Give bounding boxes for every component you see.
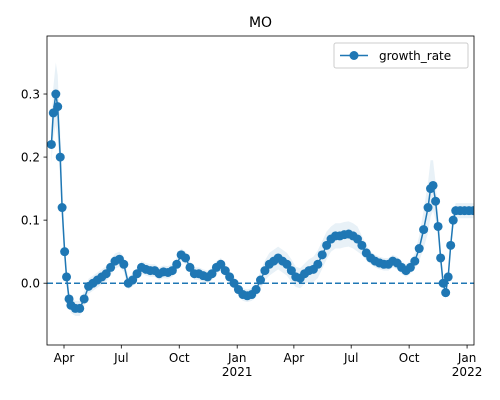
marker <box>128 275 138 285</box>
marker <box>423 203 433 213</box>
marker <box>47 139 56 149</box>
marker <box>51 89 61 99</box>
marker <box>53 102 63 112</box>
marker <box>60 247 70 257</box>
x-tick-label: Jul <box>343 351 358 365</box>
marker <box>57 203 67 213</box>
marker <box>167 266 177 276</box>
marker <box>106 262 116 272</box>
marker <box>410 256 420 266</box>
marker <box>322 240 332 250</box>
marker <box>317 250 327 260</box>
plot <box>47 62 474 316</box>
marker <box>220 266 230 276</box>
marker <box>448 215 458 225</box>
marker <box>352 234 362 244</box>
x-tick-label: Oct <box>169 351 190 365</box>
marker <box>313 259 323 269</box>
legend-box <box>333 42 469 69</box>
marker <box>419 225 429 235</box>
marker <box>229 278 239 288</box>
marker <box>441 288 451 298</box>
marker <box>431 196 441 206</box>
x-tick-label: Apr <box>283 351 304 365</box>
marker <box>251 285 261 295</box>
marker <box>286 266 296 276</box>
x-tick-label: Jan 2022 <box>452 351 483 379</box>
marker <box>260 266 270 276</box>
marker <box>446 240 456 250</box>
marker <box>172 259 182 269</box>
x-tick-label: Oct <box>399 351 420 365</box>
marker <box>75 303 85 313</box>
x-tick-label: Jan 2021 <box>222 351 253 379</box>
marker <box>79 294 89 304</box>
marker <box>48 108 58 118</box>
marker <box>436 253 446 263</box>
marker <box>357 240 367 250</box>
marker <box>225 272 235 282</box>
marker <box>216 259 226 269</box>
marker <box>185 262 195 272</box>
marker <box>282 259 292 269</box>
marker <box>438 278 448 288</box>
marker <box>414 244 424 254</box>
legend-label: growth_rate <box>379 49 451 63</box>
chart-title: MO <box>249 15 272 31</box>
marker <box>132 269 142 279</box>
y-tick-label: 0.2 <box>21 151 40 165</box>
marker <box>55 152 65 162</box>
marker <box>207 269 217 279</box>
marker <box>433 221 443 231</box>
marker <box>101 269 111 279</box>
y-tick-label: 0.1 <box>21 214 40 228</box>
y-tick-label: 0.0 <box>21 277 40 291</box>
x-tick-label: Jul <box>113 351 128 365</box>
marker <box>119 259 129 269</box>
x-tick-label: Apr <box>54 351 75 365</box>
marker <box>468 206 474 216</box>
marker <box>181 253 191 263</box>
y-tick-label: 0.3 <box>21 88 40 102</box>
marker <box>405 262 415 272</box>
marker <box>62 272 72 282</box>
marker <box>256 275 265 285</box>
marker <box>428 180 438 190</box>
axes-frame <box>46 35 475 346</box>
marker <box>443 272 453 282</box>
legend-marker <box>349 51 359 60</box>
